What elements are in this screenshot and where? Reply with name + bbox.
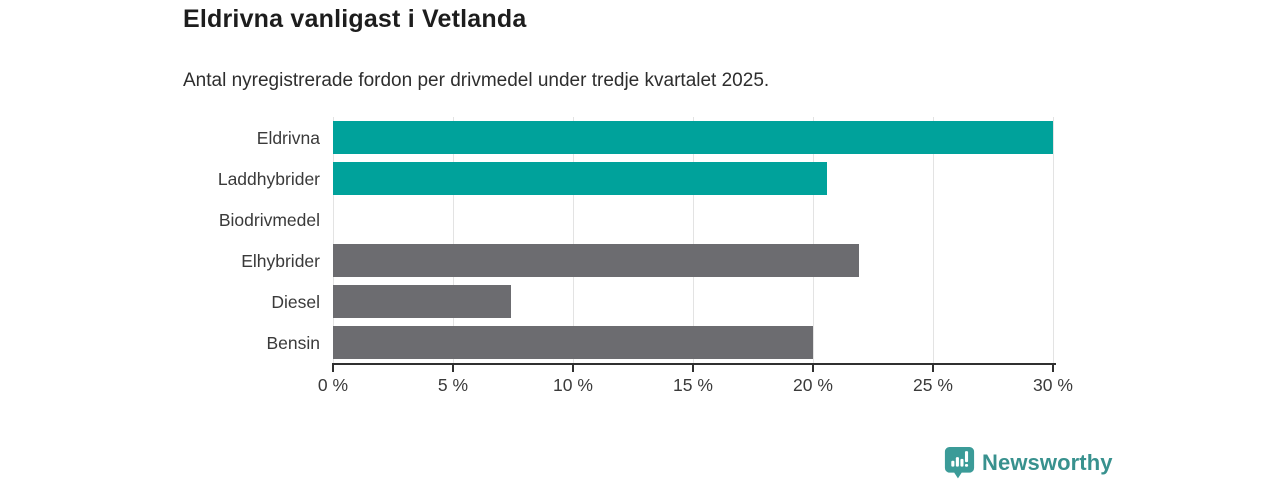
x-axis-tick-label: 10 % xyxy=(553,375,593,395)
category-label: Elhybrider xyxy=(241,250,320,271)
gridline xyxy=(332,117,334,363)
category-label: Biodrivmedel xyxy=(218,209,320,230)
x-axis-tick-label: 0 % xyxy=(317,375,349,395)
x-axis-tick xyxy=(692,363,694,372)
bar xyxy=(333,285,511,318)
bar xyxy=(333,121,1053,154)
bar xyxy=(333,162,828,195)
category-label: Eldrivna xyxy=(256,127,320,148)
x-axis-tick xyxy=(332,363,334,372)
category-label: Diesel xyxy=(271,291,320,312)
gridline xyxy=(572,117,574,363)
bar xyxy=(333,244,859,277)
x-axis-tick xyxy=(812,363,814,372)
chart-subtitle: Antal nyregistrerade fordon per drivmede… xyxy=(183,70,770,91)
x-axis-tick xyxy=(452,363,454,372)
category-label: Bensin xyxy=(266,332,320,353)
x-axis-tick xyxy=(572,363,574,372)
bar xyxy=(333,326,813,359)
x-axis-tick-label: 5 % xyxy=(437,375,469,395)
x-axis-tick-label: 25 % xyxy=(913,375,953,395)
newsworthy-logo-text: Newsworthy xyxy=(982,450,1113,475)
x-axis-tick-label: 30 % xyxy=(1033,375,1073,395)
newsworthy-logo: Newsworthy xyxy=(944,446,1113,480)
category-label: Laddhybrider xyxy=(217,168,320,189)
x-axis-tick-label: 15 % xyxy=(673,375,713,395)
x-axis-tick xyxy=(1052,363,1054,372)
gridline xyxy=(452,117,454,363)
x-axis-line xyxy=(332,363,1056,365)
gridline xyxy=(812,117,814,363)
gridline xyxy=(1052,117,1054,363)
chart-title: Eldrivna vanligast i Vetlanda xyxy=(183,5,527,33)
x-axis-tick-label: 20 % xyxy=(793,375,833,395)
gridline xyxy=(692,117,694,363)
newsworthy-logo-icon xyxy=(944,447,975,479)
gridline xyxy=(932,117,934,363)
x-axis-tick xyxy=(932,363,934,372)
